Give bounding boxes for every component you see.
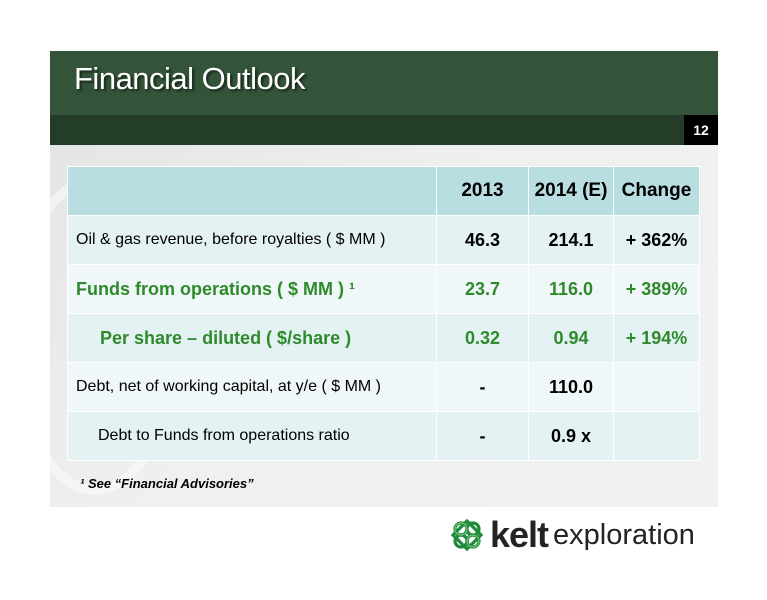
- value-2014e: 116.0: [528, 264, 614, 314]
- value-change: + 194%: [613, 313, 700, 363]
- table-header-2013: 2013: [436, 166, 529, 216]
- value-2014e: 110.0: [528, 362, 614, 412]
- table-header-2014e: 2014 (E): [528, 166, 614, 216]
- value-change: + 389%: [613, 264, 700, 314]
- value-2013: 0.32: [436, 313, 529, 363]
- table-header-row: 2013 2014 (E) Change: [67, 166, 700, 216]
- celtic-knot-icon: [450, 518, 484, 552]
- company-logo: kelt exploration: [449, 515, 695, 555]
- row-label: Debt to Funds from operations ratio: [67, 411, 437, 461]
- footnote: ¹ See “Financial Advisories”: [80, 476, 254, 491]
- value-change: [613, 411, 700, 461]
- value-2013: -: [436, 411, 529, 461]
- row-label: Per share – diluted ( $/share ): [67, 313, 437, 363]
- table-header-label: [67, 166, 437, 216]
- table-row: Debt to Funds from operations ratio - 0.…: [67, 411, 700, 461]
- table-row: Oil & gas revenue, before royalties ( $ …: [67, 215, 700, 265]
- page-number: 12: [684, 115, 718, 145]
- header-band: 12: [50, 115, 718, 145]
- row-label: Oil & gas revenue, before royalties ( $ …: [67, 215, 437, 265]
- table-header-change: Change: [613, 166, 700, 216]
- value-change: + 362%: [613, 215, 700, 265]
- table-row: Debt, net of working capital, at y/e ( $…: [67, 362, 700, 412]
- slide-title: Financial Outlook: [74, 61, 306, 96]
- logo-brand-text: kelt: [490, 514, 549, 555]
- value-2013: -: [436, 362, 529, 412]
- value-2014e: 0.9 x: [528, 411, 614, 461]
- row-label: Funds from operations ( $ MM ) ¹: [67, 264, 437, 314]
- slide-header: Financial Outlook: [50, 51, 718, 115]
- table-row: Per share – diluted ( $/share ) 0.32 0.9…: [67, 313, 700, 363]
- row-label: Debt, net of working capital, at y/e ( $…: [67, 362, 437, 412]
- value-2014e: 0.94: [528, 313, 614, 363]
- financial-outlook-table: 2013 2014 (E) Change Oil & gas revenue, …: [67, 166, 700, 461]
- value-2014e: 214.1: [528, 215, 614, 265]
- value-change: [613, 362, 700, 412]
- logo-tagline-text: exploration: [553, 519, 695, 551]
- table-row: Funds from operations ( $ MM ) ¹ 23.7 11…: [67, 264, 700, 314]
- value-2013: 23.7: [436, 264, 529, 314]
- value-2013: 46.3: [436, 215, 529, 265]
